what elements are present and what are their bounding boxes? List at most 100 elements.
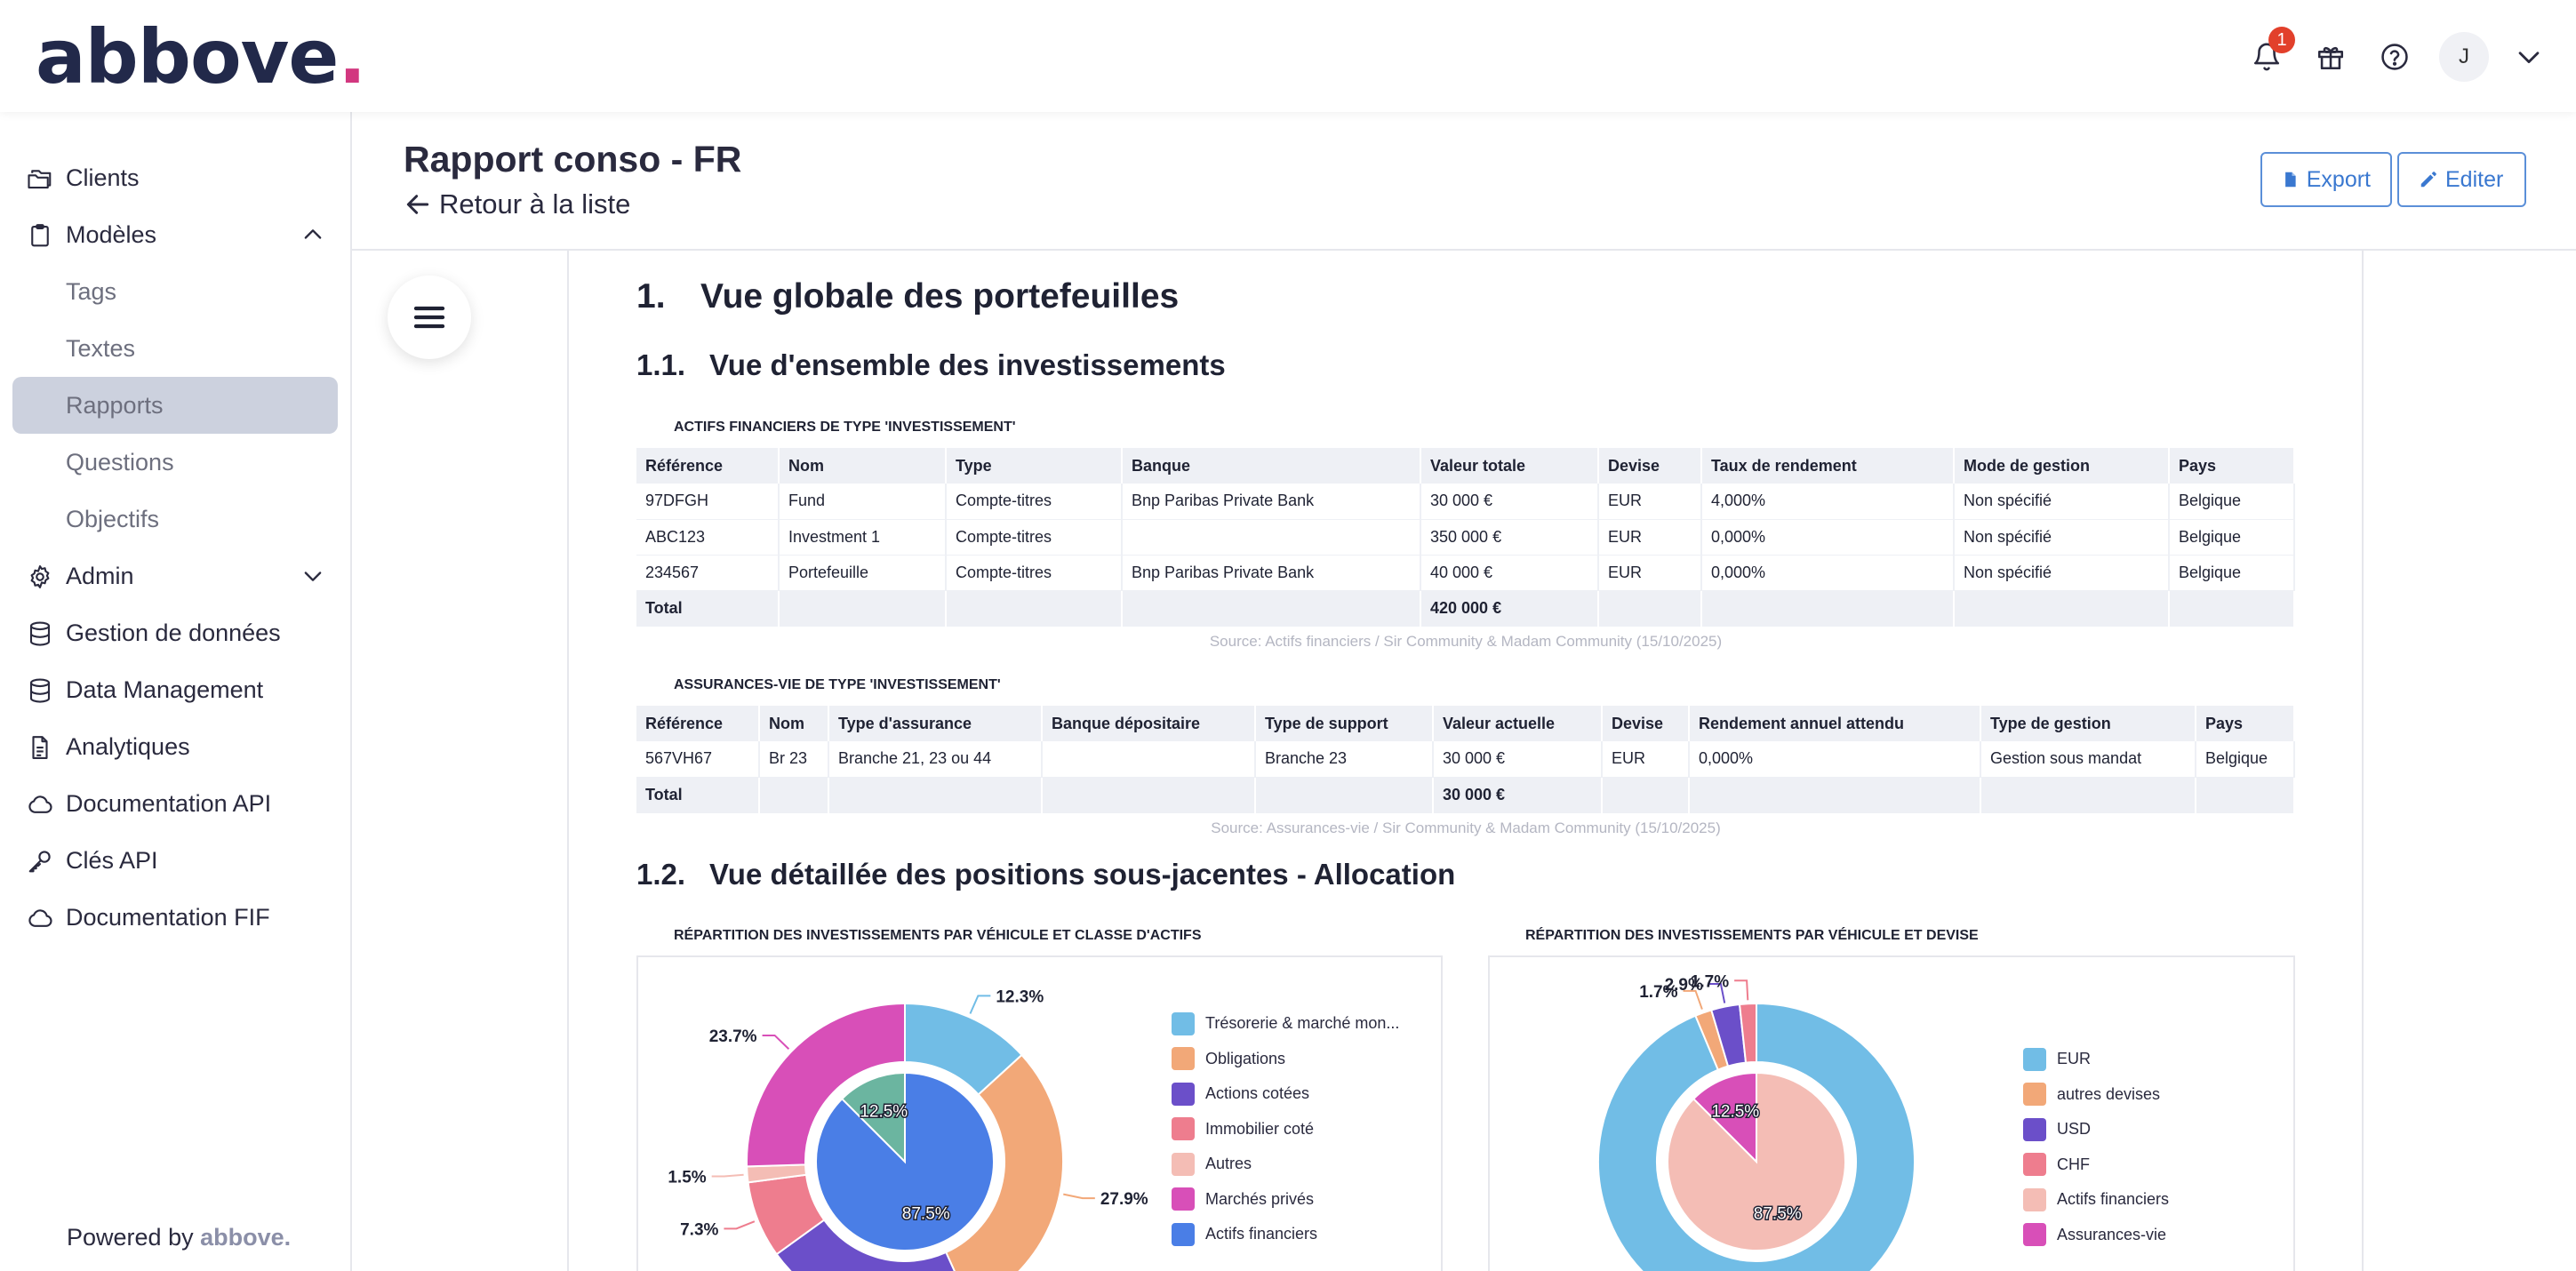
sidebar-item-textes[interactable]: Textes xyxy=(12,320,338,377)
data-label-line xyxy=(1708,982,1726,1003)
legend-swatch xyxy=(1172,1117,1195,1141)
document-icon xyxy=(27,734,53,761)
export-button[interactable]: Export xyxy=(2260,152,2392,207)
table-cell: 234567 xyxy=(636,555,780,591)
table-cell: Non spécifié xyxy=(1954,519,2170,556)
sidebar-item-label: Documentation FIF xyxy=(66,903,270,931)
chart-legend: EUR autres devises USD CHF Actifs financiers… xyxy=(2023,1042,2169,1252)
legend-swatch xyxy=(2023,1083,2046,1107)
gift-button[interactable] xyxy=(2311,37,2350,76)
legend-item[interactable]: USD xyxy=(2023,1112,2169,1147)
legend-label: Actifs financiers xyxy=(2057,1190,2170,1209)
legend-item[interactable]: EUR xyxy=(2023,1042,2169,1077)
donut-chart-currency: 1.7%2.9%1.7% 87.5% 12.5% xyxy=(1597,972,1916,1271)
table-cell: Portefeuille xyxy=(779,555,947,591)
table-cell xyxy=(1701,590,1955,627)
table-cell xyxy=(1980,777,2196,813)
sidebar-item-label: Tags xyxy=(66,277,117,305)
chart-title: RÉPARTITION DES INVESTISSEMENTS PAR VÉHI… xyxy=(674,928,1202,943)
app-logo[interactable]: abbove. xyxy=(36,12,366,101)
legend-item[interactable]: Assurances-vie xyxy=(2023,1218,2169,1253)
legend-item[interactable]: Marchés privés xyxy=(1172,1182,1399,1218)
legend-swatch xyxy=(2023,1187,2046,1211)
section-heading-1-1: 1.1. Vue d'ensemble des investissements xyxy=(636,348,1226,382)
sidebar-item-label: Analytiques xyxy=(66,732,190,760)
sidebar-item-cles-api[interactable]: Clés API xyxy=(12,832,338,889)
donut-outer-slice[interactable] xyxy=(1738,1002,1757,1064)
sidebar-item-label: Data Management xyxy=(66,675,264,703)
data-label-line xyxy=(969,995,991,1014)
data-label: 23.7% xyxy=(709,1027,757,1046)
table-of-contents-button[interactable] xyxy=(388,276,471,359)
table-cell: EUR xyxy=(1598,555,1702,591)
sidebar-item-gestion-donnees[interactable]: Gestion de données xyxy=(12,604,338,661)
sidebar-item-clients[interactable]: Clients xyxy=(12,149,338,206)
column-header: Nom xyxy=(779,448,947,484)
legend-item[interactable]: Trésorerie & marché mon... xyxy=(1172,1006,1399,1042)
sidebar-item-data-management[interactable]: Data Management xyxy=(12,661,338,718)
cloud-icon xyxy=(27,905,53,931)
legend-item[interactable]: Autres xyxy=(1172,1147,1399,1182)
legend-item[interactable]: Actifs financiers xyxy=(1172,1217,1399,1252)
edit-button[interactable]: Editer xyxy=(2397,152,2526,207)
sidebar-item-tags[interactable]: Tags xyxy=(12,263,338,320)
sidebar-nav: Clients Modèles Tags Textes Rapports Que… xyxy=(0,112,350,946)
table-cell xyxy=(1042,741,1256,778)
legend-item[interactable]: autres devises xyxy=(2023,1077,2169,1113)
table-cell: Investment 1 xyxy=(779,519,947,556)
notifications-button[interactable]: 1 xyxy=(2247,27,2295,76)
column-header: Type xyxy=(946,448,1123,484)
column-header: Type de gestion xyxy=(1980,706,2196,741)
bell-icon xyxy=(2253,43,2280,71)
table-cell: Belgique xyxy=(2169,484,2295,520)
table-cell: 350 000 € xyxy=(1420,519,1599,556)
data-label-line xyxy=(724,1220,756,1230)
chevron-down-icon[interactable] xyxy=(300,564,325,588)
clipboard-icon xyxy=(27,222,53,249)
chevron-up-icon[interactable] xyxy=(300,222,325,247)
legend-item[interactable]: Obligations xyxy=(1172,1042,1399,1077)
sidebar-item-label: Objectifs xyxy=(66,505,160,532)
sidebar-item-modeles[interactable]: Modèles xyxy=(12,206,338,263)
legend-label: autres devises xyxy=(2057,1084,2161,1103)
sidebar-item-label: Questions xyxy=(66,448,174,476)
legend-item[interactable]: Actions cotées xyxy=(1172,1076,1399,1112)
sidebar-item-label: Rapports xyxy=(66,391,164,419)
top-icons: 1 J xyxy=(2247,27,2544,85)
column-header: Devise xyxy=(1598,448,1702,484)
user-avatar[interactable]: J xyxy=(2439,32,2489,82)
chevron-down-icon[interactable] xyxy=(2514,42,2544,72)
column-header: Pays xyxy=(2196,706,2295,741)
sidebar-item-rapports[interactable]: Rapports xyxy=(12,377,338,434)
legend-label: Assurances-vie xyxy=(2057,1225,2167,1243)
donut-inner-slice[interactable] xyxy=(840,1071,906,1164)
sidebar-item-documentation-api[interactable]: Documentation API xyxy=(12,775,338,832)
legend-label: Actions cotées xyxy=(1205,1084,1310,1103)
help-button[interactable] xyxy=(2375,37,2414,76)
legend-item[interactable]: CHF xyxy=(2023,1147,2169,1183)
table-cell: Br 23 xyxy=(759,741,829,778)
donut-outer-slice[interactable] xyxy=(746,1002,906,1168)
legend-item[interactable]: Immobilier coté xyxy=(1172,1112,1399,1147)
sidebar-item-documentation-fif[interactable]: Documentation FIF xyxy=(12,889,338,946)
data-label: 27.9% xyxy=(1100,1190,1148,1209)
table-cell: 30 000 € xyxy=(1433,741,1603,778)
back-to-list-link[interactable]: Retour à la liste xyxy=(404,188,630,220)
sidebar-item-admin[interactable]: Admin xyxy=(12,548,338,604)
data-label-line xyxy=(1683,989,1703,1010)
donut-inner-slice[interactable] xyxy=(1692,1071,1757,1164)
donut-outer-slice[interactable] xyxy=(1597,1002,1916,1271)
total-label: Total xyxy=(636,590,780,627)
legend-swatch xyxy=(1172,1011,1195,1035)
legend-swatch xyxy=(2023,1153,2046,1177)
data-label: 87.5% xyxy=(902,1204,950,1223)
table-cell: 0,000% xyxy=(1701,519,1955,556)
total-value: 420 000 € xyxy=(1420,590,1599,627)
sidebar-item-objectifs[interactable]: Objectifs xyxy=(12,491,338,548)
column-header: Nom xyxy=(759,706,829,741)
sidebar-item-analytiques[interactable]: Analytiques xyxy=(12,718,338,775)
legend-item[interactable]: Actifs financiers xyxy=(2023,1182,2169,1218)
total-value: 30 000 € xyxy=(1433,777,1603,813)
sidebar-item-questions[interactable]: Questions xyxy=(12,434,338,491)
donut-outer-slice[interactable] xyxy=(944,1053,1064,1271)
